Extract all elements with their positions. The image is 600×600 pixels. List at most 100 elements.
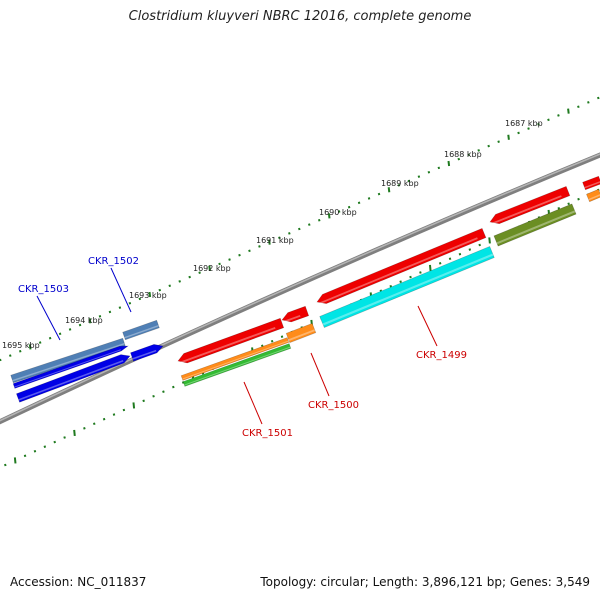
feature-body	[285, 322, 317, 344]
outer-scale-tick	[527, 127, 530, 130]
feature-body	[489, 185, 571, 225]
outer-scale-tick	[387, 187, 391, 193]
genome-summary-text: Topology: circular; Length: 3,896,121 bp…	[260, 575, 590, 589]
outer-scale-tick	[337, 210, 341, 213]
gene-label: CKR_1500	[308, 400, 359, 411]
scale-label: 1690 kbp	[319, 208, 357, 217]
inner-scale-tick	[152, 394, 155, 398]
scale-label: 1688 kbp	[444, 150, 482, 159]
inner-scale-tick	[181, 381, 185, 384]
outer-scale-tick	[198, 271, 201, 274]
outer-scale-tick	[417, 175, 421, 178]
inner-scale-tick	[4, 463, 7, 467]
gene-label: CKR_1499	[416, 350, 467, 361]
inner-scale-tick	[567, 202, 570, 206]
feature-f-red-upper-a	[489, 185, 571, 225]
feature-f-blue-b	[16, 354, 131, 403]
feature-body	[12, 345, 129, 389]
inner-scale-tick	[478, 243, 481, 247]
feature-highlight	[496, 210, 576, 245]
feature-f-orange-1501	[180, 337, 290, 381]
outer-scale-tick	[587, 101, 590, 104]
gene-leader-line	[36, 295, 61, 341]
feature-body	[582, 175, 600, 191]
outer-scale-tick	[138, 297, 142, 301]
feature-f-red-1499	[316, 227, 487, 305]
outer-scale-tick	[228, 258, 231, 261]
outer-scale-tick	[447, 160, 451, 167]
outer-scale-tick	[248, 249, 251, 253]
outer-scale-tick	[437, 166, 441, 170]
inner-scale-tick	[63, 436, 66, 439]
inner-scale-tick	[102, 417, 106, 421]
inner-scale-tick	[92, 422, 96, 426]
scale-label: 1692 kbp	[193, 264, 231, 273]
feature-f-orange-edge	[586, 188, 600, 203]
inner-scale-tick	[280, 335, 284, 338]
inner-scale-tick	[142, 399, 145, 403]
genome-backbone-highlight	[0, 153, 600, 422]
map-title: Clostridium kluyveri NBRC 12016, complet…	[128, 9, 472, 24]
scale-label: 1691 kbp	[256, 236, 294, 245]
inner-scale-tick	[112, 413, 116, 416]
feature-highlight	[18, 359, 124, 401]
outer-scale-tick	[28, 344, 32, 350]
feature-body	[16, 354, 131, 403]
feature-highlight	[132, 349, 157, 360]
scale-label: 1687 kbp	[505, 119, 543, 128]
accession-text: Accession: NC_011837	[10, 575, 147, 589]
feature-body	[122, 319, 160, 341]
inner-scale-tick	[13, 457, 17, 464]
feature-f-red-upper-b	[582, 175, 600, 191]
outer-scale-tick	[38, 341, 42, 344]
inner-scale-tick	[458, 252, 462, 256]
feature-highlight	[490, 195, 562, 225]
feature-body	[319, 246, 495, 328]
genome-backbone	[0, 152, 600, 425]
feature-f-olive	[493, 203, 577, 247]
outer-scale-tick	[48, 336, 52, 340]
inner-scale-tick	[73, 429, 76, 437]
feature-highlight	[14, 349, 121, 388]
feature-highlight	[124, 325, 159, 339]
outer-scale-tick	[218, 262, 221, 266]
inner-scale-tick	[557, 207, 561, 210]
scale-label: 1695 kbp	[2, 341, 40, 350]
outer-scale-tick	[517, 131, 520, 135]
feature-f-blue-c	[130, 344, 164, 362]
inner-scale-tick	[132, 402, 136, 409]
outer-scale-tick	[168, 284, 171, 288]
inner-scale-tick	[468, 248, 472, 251]
outer-scale-tick	[477, 149, 480, 152]
outer-scale-tick	[268, 239, 271, 245]
inner-scale-tick	[23, 454, 27, 458]
feature-f-green-1501	[182, 343, 292, 387]
outer-scale-tick	[457, 157, 461, 161]
outer-scale-tick	[148, 291, 152, 298]
feature-highlight	[317, 237, 478, 305]
outer-scale-tick	[78, 323, 82, 327]
feature-body	[182, 343, 292, 387]
gene-leader-line	[243, 381, 263, 425]
outer-scale-tick	[347, 205, 351, 209]
outer-scale-tick	[597, 96, 600, 100]
inner-scale-tick	[43, 445, 47, 448]
feature-f-steelblue-b	[122, 319, 160, 341]
outer-scale-tick	[467, 153, 470, 157]
feature-f-orange-1500	[285, 322, 317, 344]
outer-scale-tick	[58, 332, 62, 336]
scale-label: 1693 kbp	[129, 291, 167, 300]
feature-highlight	[182, 340, 289, 380]
inner-scale-tick	[162, 390, 165, 393]
inner-scale-tick	[270, 339, 274, 343]
feature-f-cyan-1499	[319, 246, 495, 328]
inner-scale-tick	[419, 271, 422, 274]
gene-label: CKR_1503	[18, 284, 69, 295]
gene-leader-line	[310, 352, 330, 397]
outer-scale-tick	[208, 265, 211, 271]
feature-highlight	[288, 329, 316, 341]
outer-scale-tick	[537, 122, 540, 126]
feature-highlight	[584, 181, 600, 189]
outer-scale-tick	[98, 315, 102, 318]
outer-scale-tick	[377, 192, 381, 196]
